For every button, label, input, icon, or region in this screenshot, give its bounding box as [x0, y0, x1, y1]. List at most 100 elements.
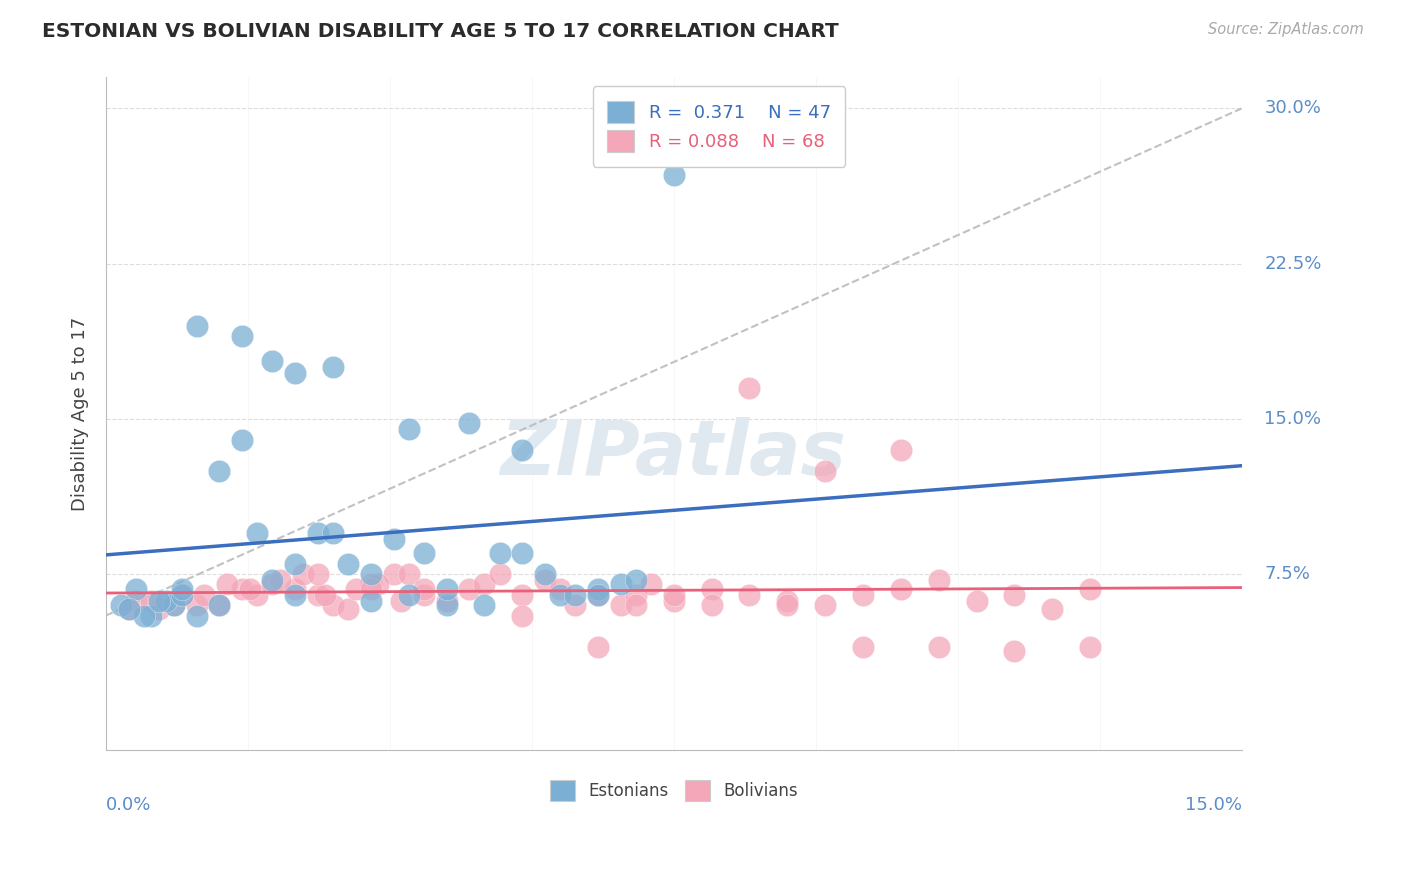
Point [700, 582, 723, 596]
Point [360, 582, 382, 596]
Point [284, 367, 307, 381]
Point [208, 464, 231, 478]
Point [239, 582, 262, 596]
Point [307, 567, 329, 582]
Point [510, 608, 533, 623]
Point [398, 588, 420, 602]
Point [148, 602, 170, 616]
Point [564, 598, 586, 612]
Point [928, 574, 950, 588]
Text: 0.0%: 0.0% [105, 796, 152, 814]
Point [586, 640, 609, 654]
Point [412, 546, 434, 560]
Point [148, 594, 170, 608]
Point [398, 567, 420, 582]
Point [322, 360, 344, 375]
Point [231, 329, 253, 343]
Point [474, 598, 496, 612]
Point [640, 577, 662, 591]
Point [141, 608, 163, 623]
Point [436, 598, 458, 612]
Point [776, 598, 799, 612]
Text: ZIPatlas: ZIPatlas [501, 417, 846, 491]
Point [284, 557, 307, 571]
Point [776, 594, 799, 608]
Point [284, 588, 307, 602]
Point [389, 594, 412, 608]
Point [269, 574, 291, 588]
Point [412, 582, 434, 596]
Point [890, 582, 912, 596]
Point [586, 582, 609, 596]
Point [700, 598, 723, 612]
Point [488, 567, 510, 582]
Point [1002, 644, 1025, 658]
Point [155, 594, 177, 608]
Point [548, 582, 571, 596]
Point [662, 588, 685, 602]
Point [367, 577, 389, 591]
Point [852, 588, 875, 602]
Point [117, 602, 139, 616]
Point [382, 567, 405, 582]
Point [928, 640, 950, 654]
Point [262, 574, 284, 588]
Point [337, 557, 360, 571]
Text: ESTONIAN VS BOLIVIAN DISABILITY AGE 5 TO 17 CORRELATION CHART: ESTONIAN VS BOLIVIAN DISABILITY AGE 5 TO… [42, 22, 839, 41]
Y-axis label: Disability Age 5 to 17: Disability Age 5 to 17 [72, 317, 89, 511]
Point [458, 582, 481, 596]
Point [117, 602, 139, 616]
Point [586, 588, 609, 602]
Text: 7.5%: 7.5% [1264, 566, 1310, 583]
Point [322, 525, 344, 540]
Point [360, 594, 382, 608]
Point [125, 582, 148, 596]
Point [163, 598, 186, 612]
Point [382, 532, 405, 546]
Point [412, 588, 434, 602]
Point [163, 598, 186, 612]
Point [436, 582, 458, 596]
Point [132, 608, 155, 623]
Point [170, 588, 193, 602]
Point [1002, 588, 1025, 602]
Point [170, 588, 193, 602]
Point [193, 588, 215, 602]
Point [966, 594, 988, 608]
Point [231, 582, 253, 596]
Point [534, 574, 557, 588]
Point [814, 598, 837, 612]
Point [814, 464, 837, 478]
Point [564, 588, 586, 602]
Point [322, 598, 344, 612]
Point [170, 582, 193, 596]
Point [534, 567, 557, 582]
Point [890, 442, 912, 457]
Point [314, 588, 336, 602]
Point [1078, 640, 1101, 654]
Point [738, 381, 761, 395]
Point [360, 577, 382, 591]
Point [738, 588, 761, 602]
Point [262, 354, 284, 368]
Point [110, 598, 132, 612]
Point [436, 594, 458, 608]
Point [510, 588, 533, 602]
Point [624, 588, 647, 602]
Point [262, 577, 284, 591]
Point [1040, 602, 1063, 616]
Point [344, 582, 367, 596]
Point [609, 577, 631, 591]
Point [246, 525, 269, 540]
Point [624, 574, 647, 588]
Text: 30.0%: 30.0% [1264, 100, 1322, 118]
Point [548, 588, 571, 602]
Point [510, 546, 533, 560]
Point [662, 168, 685, 182]
Point [186, 598, 208, 612]
Text: 22.5%: 22.5% [1264, 255, 1322, 273]
Point [141, 594, 163, 608]
Text: 15.0%: 15.0% [1264, 410, 1322, 428]
Point [586, 588, 609, 602]
Point [624, 598, 647, 612]
